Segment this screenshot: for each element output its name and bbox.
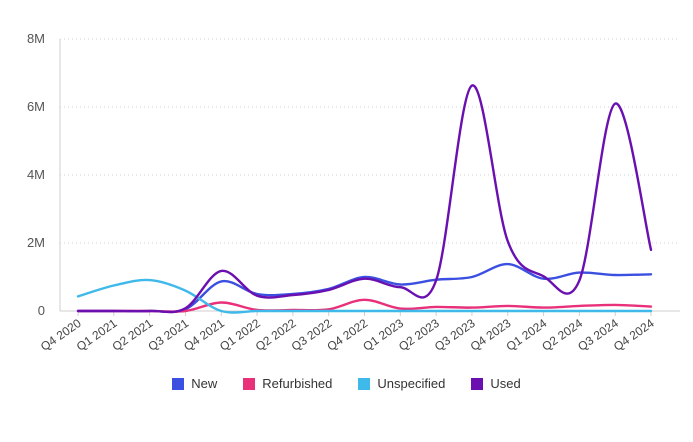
y-tick-label: 2M [27, 235, 45, 250]
legend-swatch [471, 377, 484, 390]
series-line-used [76, 84, 653, 314]
y-tick-label: 6M [27, 99, 45, 114]
gridlines [59, 38, 680, 312]
series-line-new [76, 262, 653, 314]
legend-label: Unspecified [377, 376, 446, 391]
series-lines [76, 84, 653, 314]
legend-item-new[interactable]: New [172, 376, 217, 391]
y-tick-label: 4M [27, 167, 45, 182]
legend-label: Refurbished [262, 376, 333, 391]
y-axis: 0 2M 4M 6M 8M [27, 31, 45, 318]
legend-label: Used [490, 376, 521, 391]
legend-item-used[interactable]: Used [471, 376, 521, 391]
legend-item-refurbished[interactable]: Refurbished [243, 376, 332, 391]
legend-item-unspecified[interactable]: Unspecified [358, 376, 445, 391]
y-tick-label: 0 [38, 303, 45, 318]
legend-label: New [191, 376, 218, 391]
x-tick-label: Q4 2024 [611, 316, 657, 354]
legend-swatch [243, 377, 256, 390]
legend-swatch [358, 377, 371, 390]
legend: New Refurbished Unspecified Used [0, 376, 693, 391]
y-tick-label: 8M [27, 31, 45, 46]
legend-swatch [172, 377, 185, 390]
series-line-unspecified [76, 278, 653, 314]
